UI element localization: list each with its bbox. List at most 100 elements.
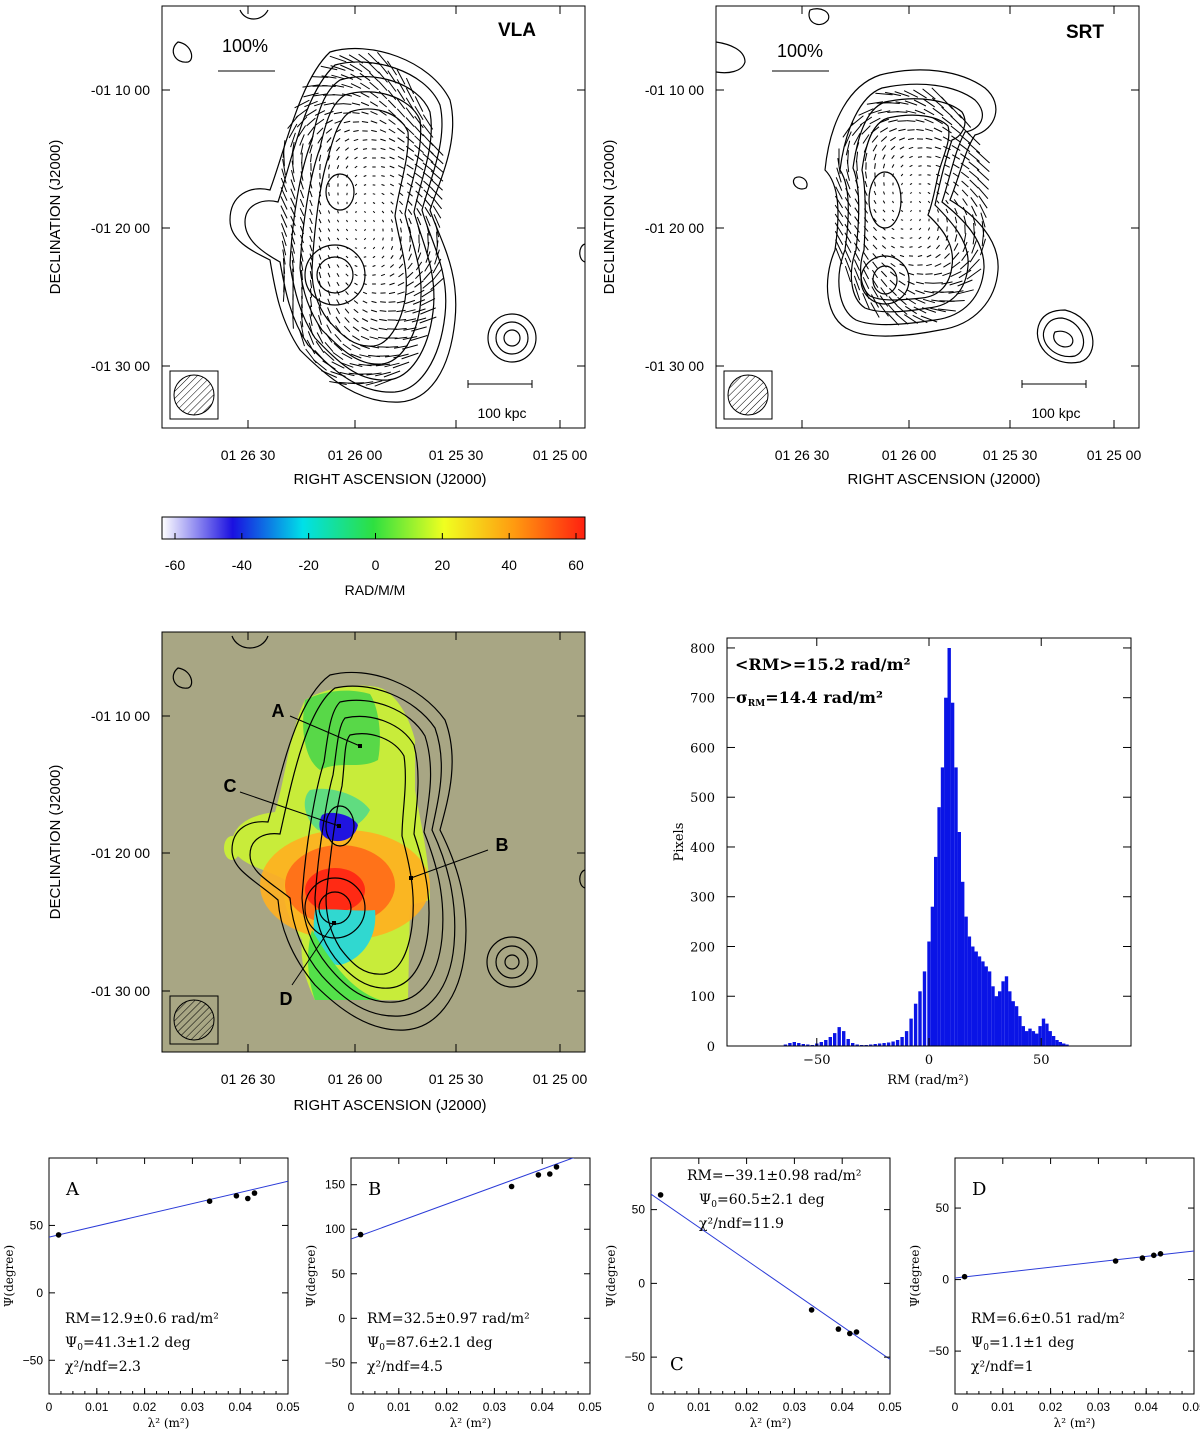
polarization-vector bbox=[901, 200, 903, 204]
polarization-vector bbox=[300, 234, 304, 244]
polarization-vector bbox=[363, 166, 367, 168]
polarization-vector bbox=[916, 273, 924, 275]
polarization-vector bbox=[306, 339, 316, 355]
polarization-vector bbox=[397, 155, 405, 161]
polarization-vector bbox=[363, 247, 367, 249]
x-tick-label: 0.03 bbox=[1087, 1400, 1111, 1414]
polarization-vector bbox=[346, 219, 348, 223]
polarization-vector bbox=[980, 212, 986, 228]
polarization-vector bbox=[327, 290, 331, 296]
polarization-vector bbox=[373, 219, 375, 223]
polarization-vector bbox=[413, 289, 425, 297]
histogram-bar bbox=[971, 946, 975, 1046]
polarization-vector bbox=[873, 199, 877, 205]
polarization-vector bbox=[390, 210, 394, 214]
polarization-vector bbox=[319, 182, 321, 188]
polarization-vector bbox=[414, 154, 424, 162]
polarization-vector bbox=[905, 110, 917, 114]
polarization-vector bbox=[344, 129, 350, 133]
polarization-vector bbox=[430, 151, 444, 165]
ra-tick-label: 01 26 00 bbox=[882, 447, 937, 463]
polarization-vector bbox=[417, 225, 421, 235]
polarization-vector bbox=[913, 306, 927, 314]
polarization-vector bbox=[333, 103, 343, 105]
polarization-vector bbox=[405, 117, 415, 127]
polarization-vector bbox=[290, 215, 296, 227]
polarization-vector bbox=[943, 155, 951, 159]
polarization-vector bbox=[414, 96, 424, 112]
polarization-vector bbox=[926, 254, 932, 258]
ra-tick-label: 01 25 30 bbox=[429, 1071, 484, 1087]
y-tick-label: 150 bbox=[325, 1178, 345, 1192]
x-tick-label: 0 bbox=[46, 1400, 53, 1414]
polarization-vector bbox=[309, 253, 313, 261]
polarization-vector bbox=[402, 344, 418, 350]
polarization-vector bbox=[977, 186, 989, 200]
polarization-vector bbox=[387, 89, 397, 101]
polarization-vector bbox=[896, 111, 908, 113]
polarization-vector bbox=[889, 128, 897, 132]
polarization-vector bbox=[880, 270, 888, 278]
polarization-vector bbox=[351, 344, 361, 350]
polarization-vector bbox=[913, 99, 927, 107]
polarization-vector bbox=[853, 259, 861, 271]
polarization-vector bbox=[904, 314, 918, 324]
polarization-vector bbox=[378, 81, 388, 91]
polarization-vector bbox=[378, 90, 388, 100]
histogram-bar bbox=[833, 1033, 837, 1046]
x-tick-label: 0.02 bbox=[133, 1400, 157, 1414]
polarization-vector bbox=[961, 189, 969, 197]
polarization-vector bbox=[363, 184, 367, 186]
polarization-vector bbox=[283, 149, 285, 167]
histogram-bar bbox=[900, 1037, 904, 1046]
polarization-vector bbox=[310, 172, 312, 180]
map-axes: 01 26 30 01 26 00 01 25 30 01 25 00 -01 10 0… bbox=[47, 6, 1141, 1114]
polarization-vector bbox=[433, 214, 441, 228]
polarization-vector bbox=[345, 255, 349, 259]
polarization-vector bbox=[309, 288, 313, 298]
x-tick-label: 0 bbox=[648, 1400, 655, 1414]
x-tick-label: 0.02 bbox=[435, 1400, 459, 1414]
polarization-vector bbox=[291, 169, 295, 183]
polarization-vector bbox=[900, 164, 904, 168]
polarization-vector bbox=[340, 362, 354, 368]
fit-chi-label: χ²/ndf=2.3 bbox=[65, 1359, 141, 1375]
histogram-x-tick-label: 50 bbox=[1033, 1053, 1050, 1068]
polarization-vector bbox=[325, 119, 333, 125]
polarization-vector bbox=[378, 327, 388, 331]
polarization-vector bbox=[420, 298, 436, 306]
polarization-vector bbox=[353, 317, 359, 323]
polarization-vector bbox=[968, 258, 980, 272]
polarization-vector bbox=[388, 128, 396, 134]
y-tick-label: −50 bbox=[23, 1353, 44, 1367]
polarization-vector bbox=[943, 262, 951, 268]
polarization-vector bbox=[968, 161, 980, 171]
polarization-vector bbox=[425, 215, 431, 227]
polarization-vector bbox=[405, 107, 415, 119]
polarization-vector bbox=[951, 135, 961, 143]
polarization-vector bbox=[337, 210, 339, 214]
polarization-vector bbox=[422, 124, 434, 138]
data-point bbox=[1157, 1251, 1164, 1257]
data-point bbox=[233, 1193, 240, 1199]
x-axis-label: λ² (m²) bbox=[148, 1416, 190, 1430]
polarization-vector bbox=[854, 142, 860, 154]
histogram-bar bbox=[1045, 1023, 1049, 1046]
polarization-vector bbox=[430, 170, 444, 182]
ra-tick-label: 01 25 30 bbox=[983, 447, 1038, 463]
polarization-vector bbox=[388, 119, 396, 125]
histogram-bars bbox=[783, 648, 1069, 1046]
polarization-vector bbox=[872, 235, 878, 241]
data-point bbox=[55, 1232, 62, 1238]
polarization-vector bbox=[309, 262, 313, 270]
polarization-vector bbox=[941, 106, 953, 118]
polarization-vector bbox=[353, 300, 359, 304]
polarization-vector bbox=[922, 88, 936, 100]
polarization-vector bbox=[337, 201, 339, 205]
polarization-vector bbox=[300, 180, 304, 190]
polarization-vector bbox=[845, 178, 851, 190]
polarization-vector bbox=[853, 233, 861, 243]
y-tick-label: 0 bbox=[638, 1276, 645, 1290]
polarization-vector bbox=[424, 206, 432, 218]
